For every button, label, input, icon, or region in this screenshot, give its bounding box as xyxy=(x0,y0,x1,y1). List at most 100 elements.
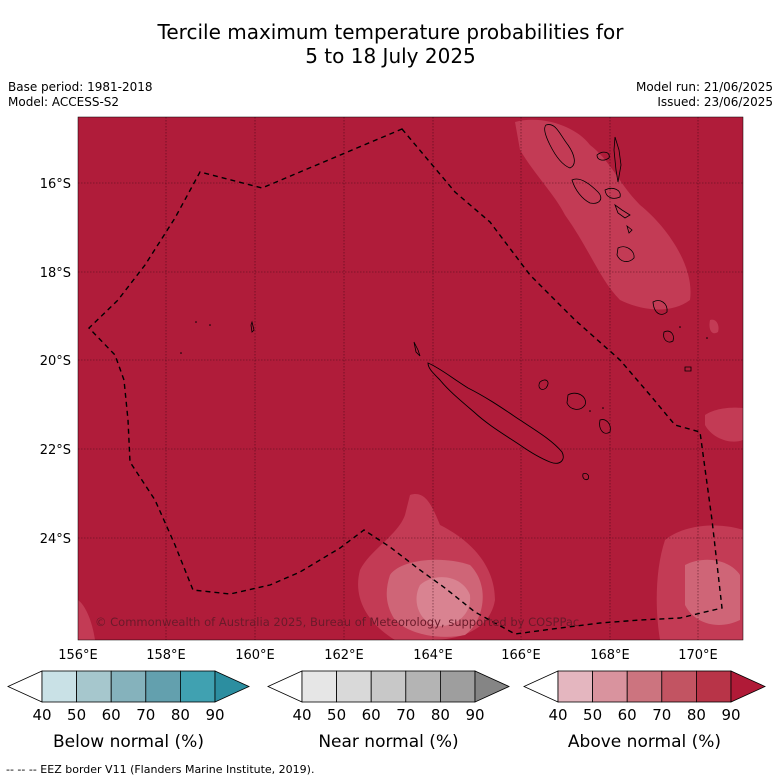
map-title-line2: 5 to 18 July 2025 xyxy=(305,44,476,68)
colorbar-high-extension xyxy=(214,670,250,703)
patch-lighter-se2 xyxy=(685,559,740,625)
isle-of-pines xyxy=(582,473,590,481)
ouvea-island xyxy=(538,379,549,390)
map-frame xyxy=(77,116,744,641)
map-title-line1: Tercile maximum temperature probabilitie… xyxy=(157,20,624,44)
espiritu-santo-island xyxy=(544,124,575,169)
colorbar-tick-label: 50 xyxy=(327,706,346,724)
colorbar-title: Near normal (%) xyxy=(318,732,458,752)
colorbar-tick-label: 80 xyxy=(171,706,190,724)
lon-label-156e: 156°E xyxy=(58,648,98,663)
map-panel: © Commonwealth of Australia 2025, Bureau… xyxy=(77,116,744,641)
colorbar-tick-label: 60 xyxy=(362,706,381,724)
colorbar-cell xyxy=(370,670,407,703)
colorbar-title: Above normal (%) xyxy=(568,732,721,752)
lon-label-158e: 158°E xyxy=(146,648,186,663)
lon-label-162e: 162°E xyxy=(324,648,364,663)
reef-dot-5 xyxy=(602,407,604,409)
graticule xyxy=(78,117,743,640)
colorbar-tick-label: 40 xyxy=(32,706,51,724)
model-run: Model run: 21/06/2025 xyxy=(635,80,773,94)
tanna-island xyxy=(663,330,674,343)
colorbar-low-extension xyxy=(7,670,43,703)
colorbar-cell xyxy=(179,670,216,703)
maewo-island xyxy=(596,151,610,161)
colorbar-tick-label: 80 xyxy=(687,706,706,724)
colorbar-title: Below normal (%) xyxy=(53,732,204,752)
colorbar-cell xyxy=(557,670,593,703)
patch-lighter-sw xyxy=(78,600,95,640)
colorbar-cell xyxy=(41,670,77,703)
patch-lighter-small xyxy=(709,319,719,334)
meta-right: Model run: 21/06/2025 Issued: 23/06/2025 xyxy=(636,80,773,110)
epi-island xyxy=(614,203,631,219)
lon-label-168e: 168°E xyxy=(590,648,630,663)
colorbar-cell xyxy=(145,670,181,703)
colorbar-tick-label: 70 xyxy=(136,706,155,724)
reef-dot-1 xyxy=(195,321,197,323)
aniwa-island xyxy=(679,326,681,328)
colorbar-low-extension xyxy=(523,670,559,703)
lifou-island xyxy=(566,392,586,410)
lat-labels: 16°S 18°S 20°S 22°S 24°S xyxy=(40,177,71,547)
colorbar-high-extension xyxy=(730,670,766,703)
efate-island xyxy=(616,246,635,262)
colorbar-cell xyxy=(405,670,441,703)
mare-island xyxy=(599,419,611,434)
colorbar-cell xyxy=(301,670,337,703)
colorbar-cell xyxy=(439,670,476,703)
colorbar-tick-label: 90 xyxy=(465,706,484,724)
lat-label-24s: 24°S xyxy=(40,532,71,547)
colorbar-near-normal: 40 50 60 70 80 90 Near normal (%) xyxy=(267,670,510,752)
model-name: Model: ACCESS-S2 xyxy=(8,95,120,109)
colorbar-high-extension xyxy=(474,670,510,703)
ambrym-island xyxy=(604,188,621,199)
lon-labels: 156°E 158°E 160°E 162°E 164°E 166°E 168°… xyxy=(58,648,718,663)
patch-lighter-ne xyxy=(515,119,691,310)
colorbar-tick-label: 60 xyxy=(102,706,121,724)
lon-label-170e: 170°E xyxy=(678,648,718,663)
reef-dot-3 xyxy=(180,352,182,354)
matthew-island xyxy=(684,366,692,372)
colorbar-tick-label: 60 xyxy=(618,706,637,724)
lat-label-22s: 22°S xyxy=(40,443,71,458)
patch-lighter-s3 xyxy=(416,577,471,627)
colorbar-tick-label: 50 xyxy=(583,706,602,724)
meta-left: Base period: 1981-2018 Model: ACCESS-S2 xyxy=(8,80,153,110)
new-caledonia-island xyxy=(427,362,564,464)
malakula-island xyxy=(571,178,602,204)
lon-label-164e: 164°E xyxy=(413,648,453,663)
base-period: Base period: 1981-2018 xyxy=(8,80,153,94)
chesterfield-reef xyxy=(250,320,255,333)
colorbar-tick-label: 90 xyxy=(721,706,740,724)
futuna-island xyxy=(706,337,708,339)
shepherd-islands xyxy=(626,224,633,234)
patch-lighter-e xyxy=(705,407,743,442)
colorbar-cell xyxy=(336,670,372,703)
belep-islands xyxy=(413,341,421,357)
colorbar-tick-label: 70 xyxy=(652,706,671,724)
colorbar-cell xyxy=(661,670,697,703)
colorbar-cell xyxy=(110,670,147,703)
eez-legend-footer: -- -- -- EEZ border V11 (Flanders Marine… xyxy=(6,763,315,776)
colorbar-tick-label: 40 xyxy=(548,706,567,724)
lon-label-166e: 166°E xyxy=(501,648,541,663)
colorbar-tick-label: 40 xyxy=(292,706,311,724)
erromango-island xyxy=(652,300,668,315)
colorbar-tick-label: 50 xyxy=(67,706,86,724)
lat-label-20s: 20°S xyxy=(40,354,71,369)
colorbar-cell xyxy=(76,670,112,703)
colorbar-tick-label: 70 xyxy=(396,706,415,724)
lat-label-18s: 18°S xyxy=(40,266,71,281)
colorbar-cell xyxy=(592,670,628,703)
colorbar-cell xyxy=(626,670,663,703)
reef-dot-2 xyxy=(209,324,211,326)
colorbar-tick-label: 80 xyxy=(431,706,450,724)
lon-label-160e: 160°E xyxy=(235,648,275,663)
lat-label-16s: 16°S xyxy=(40,177,71,192)
copyright-text: © Commonwealth of Australia 2025, Bureau… xyxy=(95,615,579,629)
